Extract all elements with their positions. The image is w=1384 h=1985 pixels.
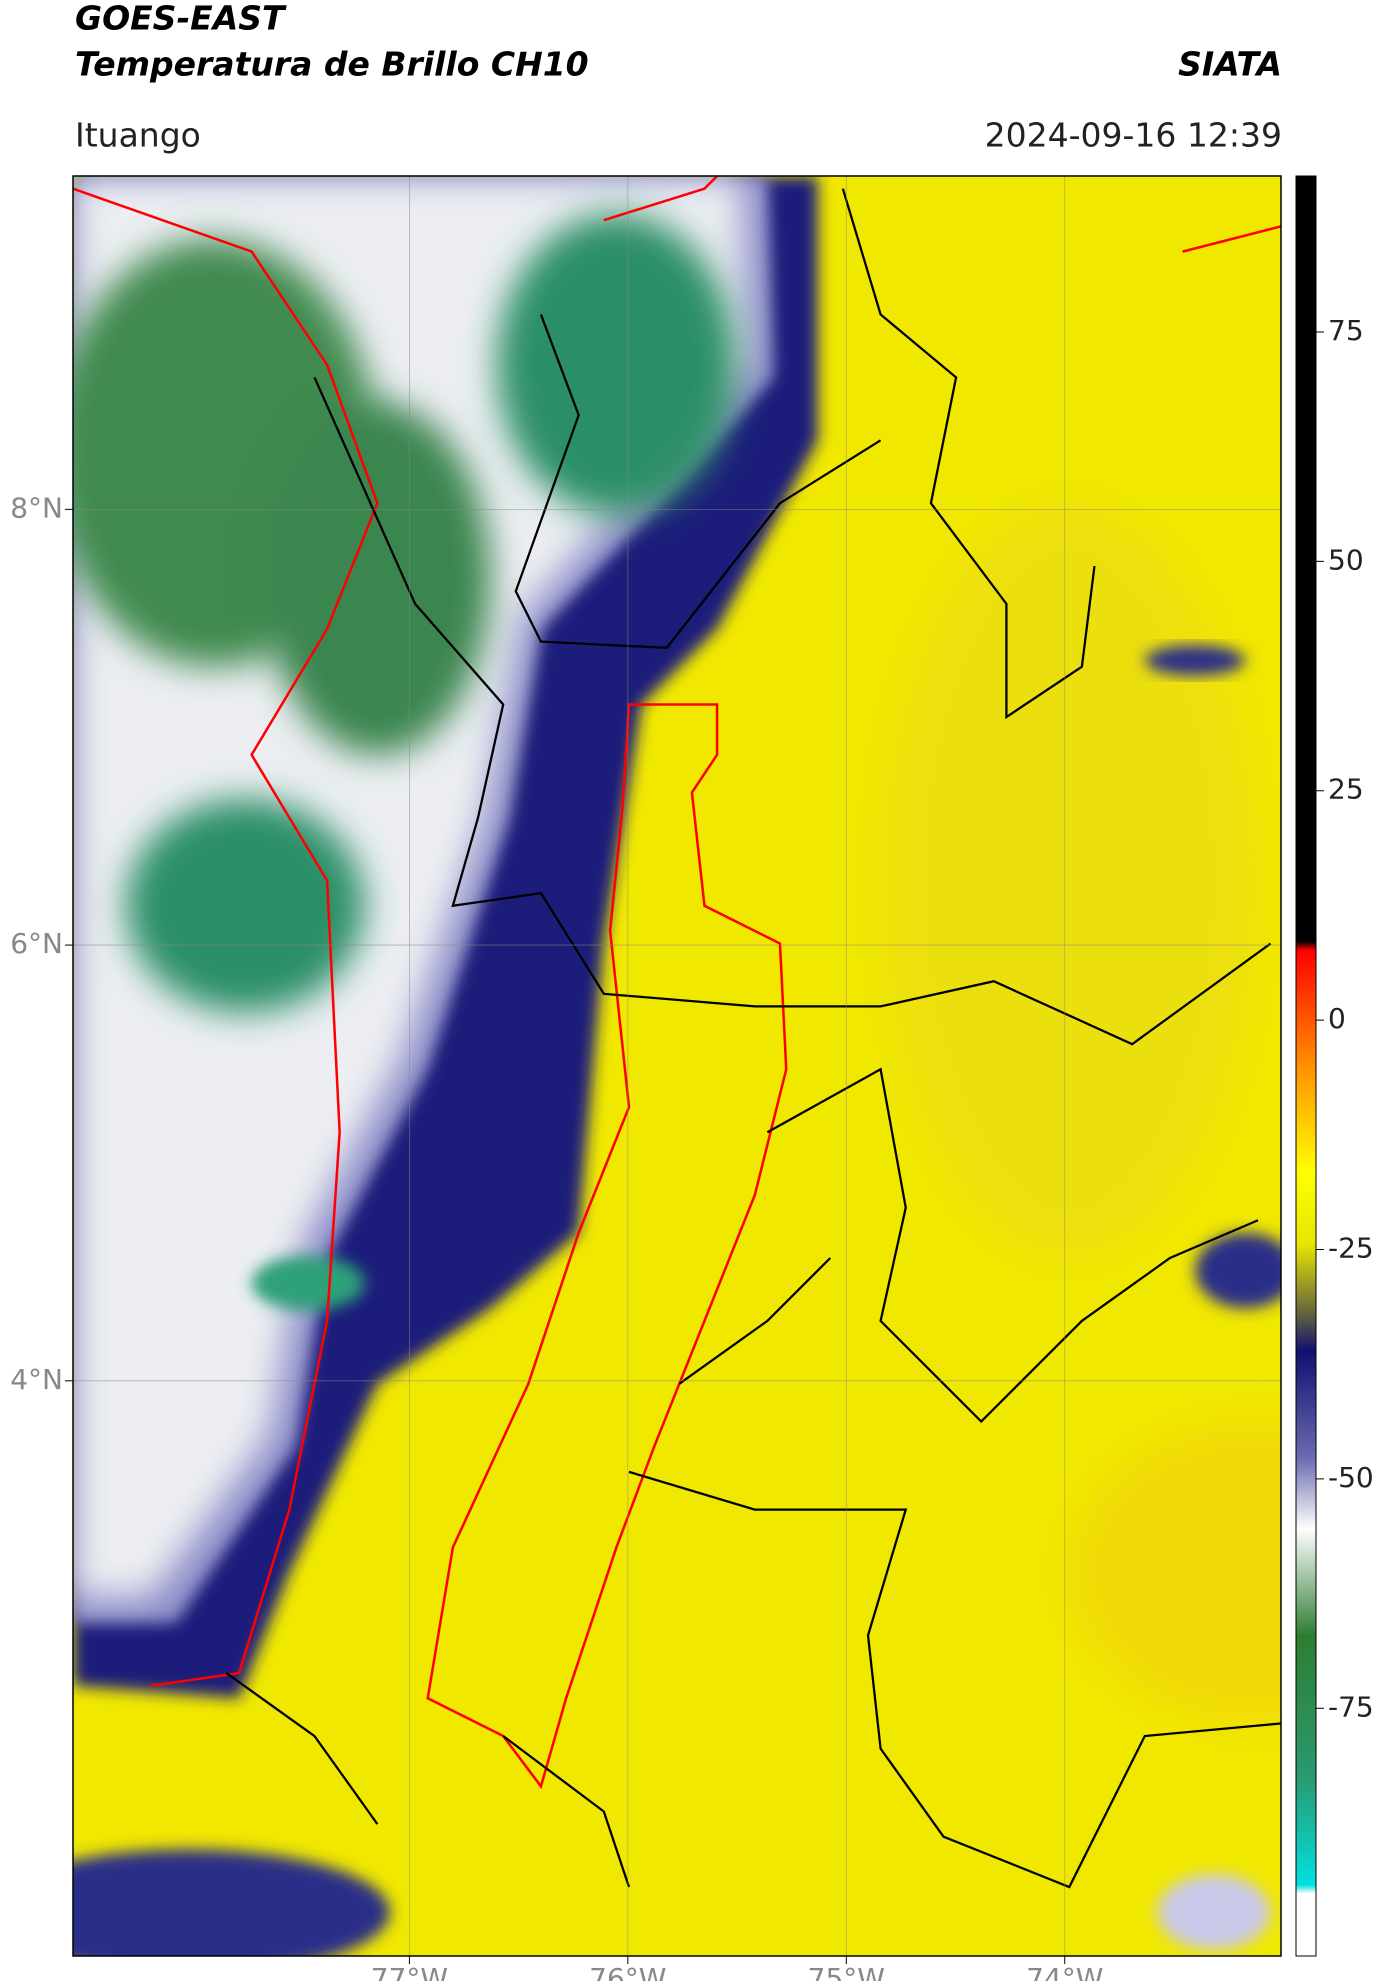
colorbar-tick-label: 50 [1328,543,1364,576]
colorbar-tick-label: 0 [1328,1002,1346,1035]
title: GOES-EAST [75,0,287,38]
colorbar-tick-label: 25 [1328,773,1364,806]
satellite-image [73,176,1281,1956]
colorbar-tick-label: -50 [1328,1461,1374,1494]
brand: SIATA [1178,45,1282,84]
colorbar-tick-label: -25 [1328,1232,1374,1265]
y-tick-label: 4°N [10,1363,63,1396]
x-tick-label: 74°W [1026,1962,1103,1981]
location: Ituango [75,116,201,155]
y-tick-label: 8°N [10,491,63,524]
x-tick-label: 76°W [589,1962,666,1981]
x-tick-label: 75°W [808,1962,885,1981]
y-tick-label: 6°N [10,927,63,960]
x-tick-label: 77°W [371,1962,448,1981]
timestamp: 2024-09-16 12:39 [985,116,1282,155]
map-frame [72,175,1282,1957]
colorbar-tick-label: 75 [1328,314,1364,347]
subtitle: Temperatura de Brillo CH10 [75,45,589,84]
colorbar [1295,175,1317,1957]
colorbar-tick-label: -75 [1328,1690,1374,1723]
grid [73,176,1281,1956]
